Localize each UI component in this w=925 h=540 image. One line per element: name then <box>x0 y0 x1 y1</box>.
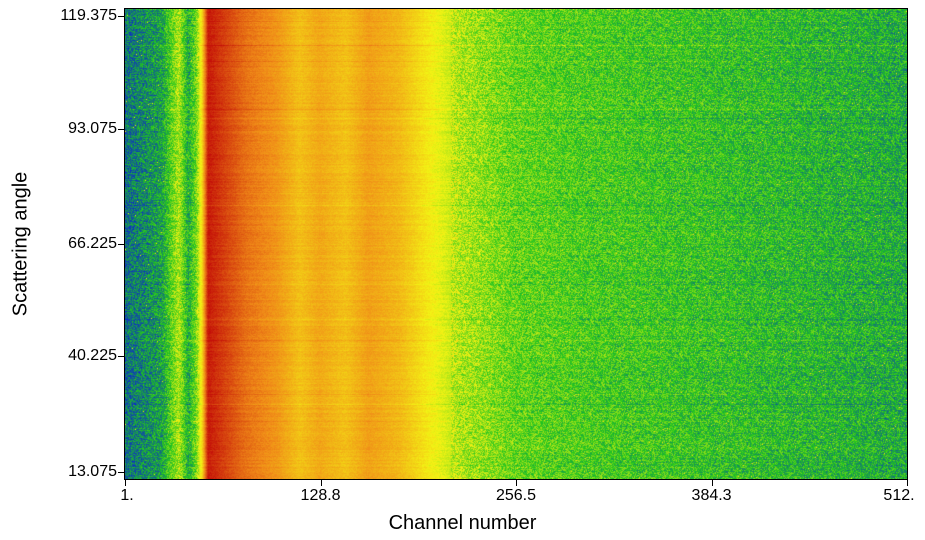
y-tick-mark <box>118 16 124 17</box>
y-tick-mark <box>118 472 124 473</box>
y-tick-label: 119.375 <box>60 7 117 24</box>
plot-area <box>124 8 908 480</box>
x-axis-label: Channel number <box>388 512 537 534</box>
y-tick-label: 93.075 <box>68 119 117 137</box>
y-tick-label: 66.225 <box>68 235 117 252</box>
heatmap-image <box>125 9 907 479</box>
y-tick-mark <box>118 128 124 130</box>
x-tick-mark <box>711 480 713 486</box>
x-tick-label: 1. <box>120 487 134 504</box>
x-tick-label: 512. <box>883 487 915 504</box>
x-tick-label: 128.8 <box>300 487 341 504</box>
x-tick-mark <box>320 480 322 486</box>
y-tick-mark <box>118 355 124 357</box>
x-tick-mark <box>907 480 908 486</box>
y-axis-label: Scattering angle <box>9 171 32 317</box>
x-tick-mark <box>125 480 126 486</box>
y-tick-label: 13.075 <box>68 463 117 480</box>
y-tick-label: 40.225 <box>68 346 117 364</box>
y-tick-mark <box>118 244 124 245</box>
x-tick-label: 384.3 <box>691 487 732 504</box>
x-tick-mark <box>516 480 517 486</box>
x-tick-label: 256.5 <box>495 487 537 504</box>
